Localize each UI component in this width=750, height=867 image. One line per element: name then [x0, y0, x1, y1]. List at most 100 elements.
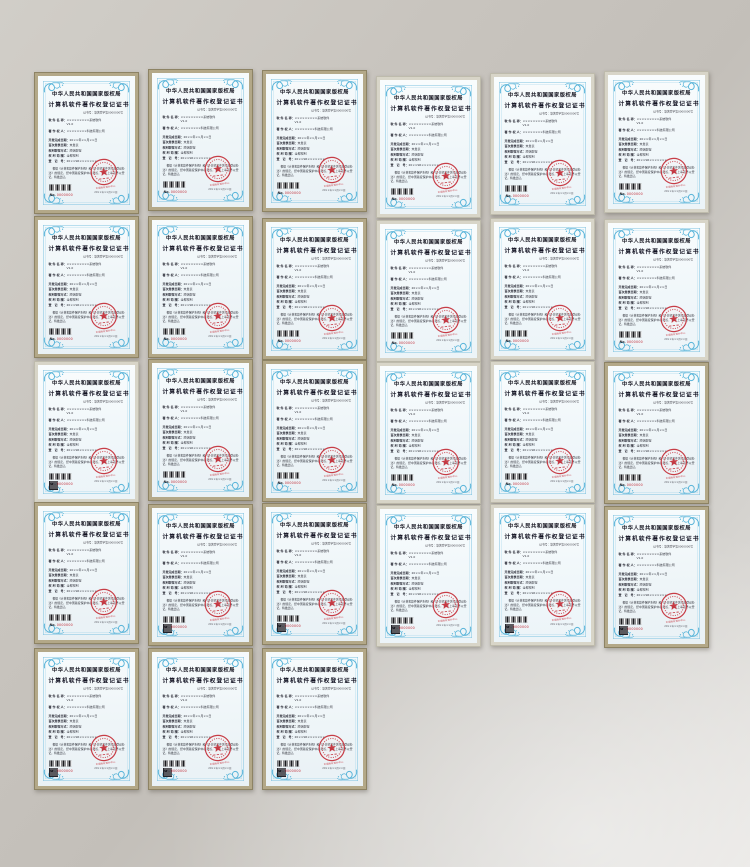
field-publication-date: 首次发表日期：未发表 — [162, 719, 193, 724]
corner-flourish-icon — [678, 192, 700, 204]
certificate-paper: 中华人民共和国国家版权局 计算机软件著作权登记证书 证书号：软著登字第00000… — [38, 506, 135, 640]
field-rights-scope: 权 利 范 围：全部权利 — [618, 588, 649, 592]
certificate: 中华人民共和国国家版权局 计算机软件著作权登记证书 证书号：软著登字第00000… — [34, 72, 139, 214]
field-detail-block: 开发完成日期：20××年××月××日 首次发表日期：未发表 权利取得方式：原始取… — [277, 284, 353, 309]
field-detail-block: 开发完成日期：20××年××月××日 首次发表日期：未发表 权利取得方式：原始取… — [391, 142, 467, 167]
corner-flourish-icon — [271, 512, 293, 524]
corner-flourish-icon — [336, 769, 358, 781]
field-software-name: 软 件 名 称：×××××××××系统软件 — [276, 406, 330, 411]
field-registration-number: 登 记 号：20××SR××××××× — [48, 735, 97, 739]
certificate: 中华人民共和国国家版权局 计算机软件著作权登记证书 证书号：软著登字第00000… — [490, 504, 595, 646]
seal-stamp-icon — [546, 159, 574, 187]
field-completion-date: 开发完成日期：20××年××月××日 — [618, 137, 668, 141]
field-acquisition-method: 权利取得方式：原始取得 — [618, 582, 652, 587]
field-acquisition-method: 权利取得方式：原始取得 — [276, 436, 310, 441]
authority-title: 中华人民共和国国家版权局 — [166, 378, 235, 384]
field-rights-scope: 权 利 范 围：全部权利 — [162, 586, 193, 590]
registration-statement: 根据《计算机软件保护条例》和《计算机软件著作权登记办法》的规定，经中国版权保护中… — [504, 168, 581, 181]
corner-flourish-icon — [564, 482, 586, 494]
issue-date: 20××年××月××日 — [94, 480, 118, 483]
field-list: 软 件 名 称：×××××××××系统软件 V1.0 著 作 权 人：×××××… — [277, 265, 353, 310]
registration-statement: 根据《计算机软件保护条例》和《计算机软件著作权登记办法》的规定，经中国版权保护中… — [504, 456, 581, 469]
authority-title: 中华人民共和国国家版权局 — [52, 667, 121, 673]
decorative-border — [385, 514, 472, 638]
field-detail-block: 开发完成日期：20××年××月××日 首次发表日期：未发表 权利取得方式：原始取… — [49, 427, 125, 452]
field-acquisition-method: 权利取得方式：原始取得 — [390, 438, 424, 443]
certificate-paper: 中华人民共和国国家版权局 计算机软件著作权登记证书 证书号：软著登字第00000… — [38, 220, 135, 354]
certificate-paper: 中华人民共和国国家版权局 计算机软件著作权登记证书 证书号：软著登字第00000… — [494, 77, 591, 211]
certificate: 中华人民共和国国家版权局 计算机软件著作权登记证书 证书号：软著登字第00000… — [604, 362, 709, 504]
field-list: 软 件 名 称：×××××××××系统软件 V1.0 著 作 权 人：×××××… — [49, 263, 125, 308]
field-publication-date: 首次发表日期：未发表 — [162, 140, 193, 145]
certificate-title: 计算机软件著作权登记证书 — [48, 101, 130, 108]
serial-number: No. 0000000 — [391, 483, 415, 487]
issue-date: 20××年××月××日 — [208, 623, 232, 626]
seal-stamp-icon — [660, 157, 688, 185]
decorative-border — [613, 228, 700, 352]
field-publication-date: 首次发表日期：未发表 — [276, 141, 307, 146]
field-detail-block: 开发完成日期：20××年××月××日 首次发表日期：未发表 权利取得方式：原始取… — [619, 285, 695, 310]
corner-flourish-icon — [385, 371, 407, 383]
field-software-name: 软 件 名 称：×××××××××系统软件 — [48, 118, 102, 123]
certificate-frame: 中华人民共和国国家版权局 计算机软件著作权登记证书 证书号：软著登字第00000… — [490, 504, 595, 646]
field-acquisition-method: 权利取得方式：原始取得 — [48, 148, 82, 153]
corner-flourish-icon — [613, 371, 635, 383]
registration-statement: 根据《计算机软件保护条例》和《计算机软件著作权登记办法》的规定，经中国版权保护中… — [276, 313, 353, 326]
certificate-number-line: 证书号：软著登字第0000000号 — [653, 258, 693, 262]
field-software-name: 软 件 名 称：×××××××××系统软件 — [48, 694, 102, 699]
decorative-border — [157, 657, 244, 781]
official-seal: 中国版权保护中心 — [429, 446, 464, 481]
certificate-number-line: 证书号：软著登字第0000000号 — [539, 400, 579, 404]
official-seal: 中国版权保护中心 — [315, 302, 350, 337]
decorative-border — [271, 369, 358, 493]
field-registration-number: 登 记 号：20××SR××××××× — [504, 305, 553, 309]
field-acquisition-method: 权利取得方式：原始取得 — [390, 581, 424, 586]
certificate-frame: 中华人民共和国国家版权局 计算机软件著作权登记证书 证书号：软著登字第00000… — [148, 648, 253, 790]
certificate-frame: 中华人民共和国国家版权局 计算机软件著作权登记证书 证书号：软著登字第00000… — [34, 361, 139, 503]
certificate-title: 计算机软件著作权登记证书 — [618, 248, 700, 255]
field-copyright-owner: 著 作 权 人：××××××××科技有限公司 — [276, 705, 333, 710]
field-software-version: V1.0 — [522, 554, 530, 558]
corner-flourish-icon — [222, 337, 244, 349]
registration-statement: 根据《计算机软件保护条例》和《计算机软件著作权登记办法》的规定，经中国版权保护中… — [618, 314, 695, 327]
field-registration-number: 登 记 号：20××SR××××××× — [504, 591, 553, 595]
serial-number: No. 0000000 — [49, 193, 73, 197]
barcode — [505, 615, 528, 623]
certificate-paper: 中华人民共和国国家版权局 计算机软件著作权登记证书 证书号：软著登字第00000… — [608, 510, 705, 644]
certificate: 中华人民共和国国家版权局 计算机软件著作权登记证书 证书号：软著登字第00000… — [148, 648, 253, 790]
corner-flourish-icon — [222, 769, 244, 781]
certificate-content: 中华人民共和国国家版权局 计算机软件著作权登记证书 证书号：软著登字第00000… — [618, 85, 699, 201]
issue-date: 20××年××月××日 — [550, 623, 574, 626]
certificate-paper: 中华人民共和国国家版权局 计算机软件著作权登记证书 证书号：软著登字第00000… — [380, 80, 477, 214]
field-acquisition-method: 权利取得方式：原始取得 — [48, 437, 82, 442]
certificate-content: 中华人民共和国国家版权局 计算机软件著作权登记证书 证书号：软著登字第00000… — [504, 518, 585, 634]
registration-statement: 根据《计算机软件保护条例》和《计算机软件著作权登记办法》的规定，经中国版权保护中… — [618, 166, 695, 179]
authority-title: 中华人民共和国国家版权局 — [52, 91, 121, 97]
serial-number: No. 0000000 — [277, 191, 301, 195]
issue-date: 20××年××月××日 — [436, 195, 460, 198]
field-rights-scope: 权 利 范 围：全部权利 — [390, 158, 421, 162]
certificate-number-line: 证书号：软著登字第0000000号 — [653, 401, 693, 405]
serial-number: No. 0000000 — [163, 480, 187, 484]
corner-flourish-icon — [499, 227, 521, 239]
registration-statement: 根据《计算机软件保护条例》和《计算机软件著作权登记办法》的规定，经中国版权保护中… — [162, 743, 239, 756]
field-publication-date: 首次发表日期：未发表 — [390, 433, 421, 438]
corner-flourish-icon — [222, 625, 244, 637]
serial-number: No. 0000000 — [277, 769, 301, 773]
certificate-content: 中华人民共和国国家版权局 计算机软件著作权登记证书 证书号：软著登字第00000… — [504, 232, 585, 348]
barcode — [505, 184, 528, 192]
corner-flourish-icon — [450, 371, 472, 383]
corner-flourish-icon — [108, 193, 130, 205]
corner-flourish-icon — [564, 370, 586, 382]
qr-code — [505, 623, 514, 633]
authority-title: 中华人民共和国国家版权局 — [280, 89, 349, 95]
field-software-version: V1.0 — [66, 266, 74, 270]
authority-title: 中华人民共和国国家版权局 — [622, 525, 691, 531]
certificate-content: 中华人民共和国国家版权局 计算机软件著作权登记证书 证书号：软著登字第00000… — [276, 662, 357, 778]
field-software-version: V1.0 — [408, 412, 416, 416]
authority-title: 中华人民共和国国家版权局 — [622, 90, 691, 96]
field-publication-date: 首次发表日期：未发表 — [276, 289, 307, 294]
official-seal: 中国版权保护中心 — [201, 153, 236, 188]
field-list: 软 件 名 称：×××××××××系统软件 V1.0 著 作 权 人：×××××… — [163, 263, 239, 308]
field-acquisition-method: 权利取得方式：原始取得 — [618, 295, 652, 300]
